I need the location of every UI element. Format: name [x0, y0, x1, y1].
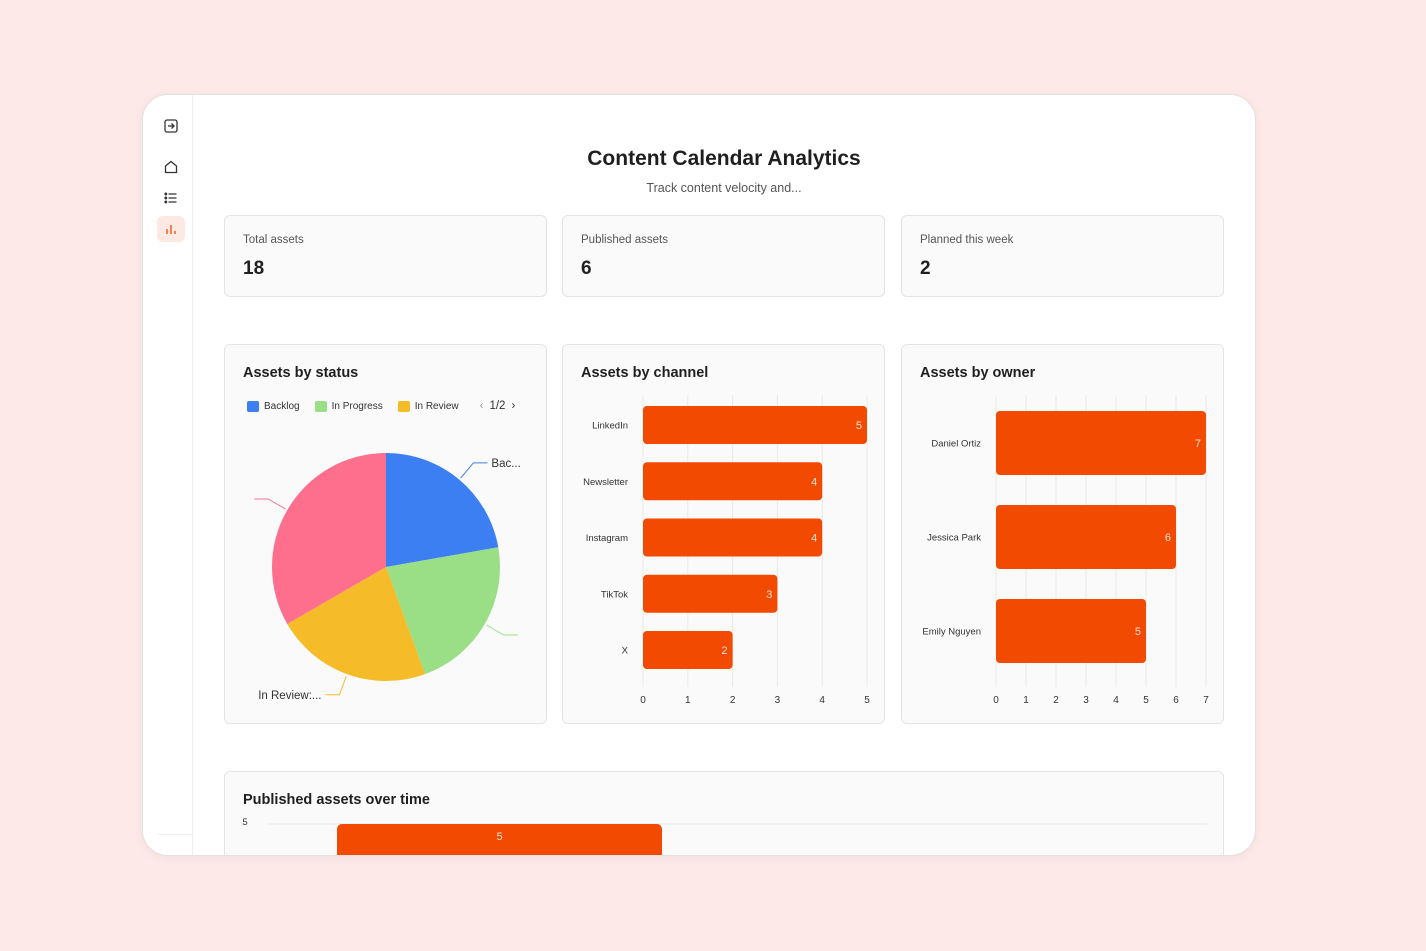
chevron-right-icon[interactable]: ›: [511, 400, 516, 412]
bar-value-label: 5: [856, 420, 862, 432]
y-category-label: Jessica Park: [927, 533, 981, 544]
page-title: Content Calendar Analytics: [587, 147, 861, 170]
legend-item[interactable]: In Progress: [314, 400, 383, 412]
bar-value-label: 5: [496, 831, 502, 843]
pie-slice: [287, 567, 425, 681]
sidebar-divider: [157, 834, 192, 835]
bar: [643, 574, 778, 613]
stat-value: 2: [920, 258, 931, 279]
legend-swatch: [397, 400, 410, 412]
list-icon[interactable]: [157, 185, 185, 211]
pie-slice: [272, 453, 386, 624]
card-title: Assets by channel: [581, 365, 709, 381]
card-title: Assets by owner: [920, 365, 1036, 381]
bar-value-label: 6: [1165, 532, 1171, 544]
x-tick-label: 4: [1113, 695, 1119, 706]
legend-item[interactable]: In Review: [397, 400, 459, 412]
pie-slice-label: In Review:...: [258, 690, 321, 702]
x-tick-label: 0: [640, 695, 646, 706]
x-tick-label: 1: [685, 695, 691, 706]
bar-value-label: 4: [811, 533, 817, 545]
page-subtitle: Track content velocity and...: [646, 181, 802, 195]
sidebar: [143, 95, 193, 855]
x-tick-label: 3: [1083, 695, 1089, 706]
stat-label: Total assets: [243, 234, 304, 246]
main-content: Content Calendar Analytics Track content…: [193, 95, 1255, 855]
bar: [996, 411, 1206, 475]
card-title: Published assets over time: [243, 792, 430, 808]
owner-chart-card: Assets by owner 0 1 2 3 4 5 6 7 Daniel Ortiz 7 Jes…: [901, 344, 1224, 724]
bar: [996, 505, 1176, 569]
x-tick-label: 4: [819, 695, 825, 706]
time-bar-chart: 55: [242, 817, 1207, 855]
x-tick-label: 7: [1203, 695, 1209, 706]
pie-slice-label: Bac...: [491, 458, 520, 470]
stat-value: 6: [581, 258, 592, 279]
stat-label: Published assets: [581, 234, 668, 246]
legend-page: 1/2: [489, 400, 506, 412]
legend-label: In Review: [414, 400, 459, 412]
legend-swatch: [314, 400, 327, 412]
channel-chart-card: Assets by channel 0 1 2 3 4 5 LinkedIn 5 Newslet…: [562, 344, 885, 724]
legend-label: Backlog: [264, 400, 300, 412]
owner-bar-chart: 0 1 2 3 4 5 6 7 Daniel Ortiz 7 Jessica Park 6 Emily …: [922, 395, 1209, 706]
legend-label: In Progress: [331, 400, 383, 412]
bar: [996, 599, 1146, 663]
y-category-label: Newsletter: [583, 477, 628, 488]
bar-value-label: 7: [1195, 438, 1201, 450]
y-category-label: Instagram: [586, 533, 628, 544]
y-category-label: Emily Nguyen: [922, 627, 981, 638]
x-tick-label: 1: [1023, 695, 1029, 706]
stat-value: 18: [243, 258, 265, 279]
y-category-label: TikTok: [601, 589, 628, 600]
stat-label: Planned this week: [920, 234, 1014, 246]
y-category-label: Daniel Ortiz: [931, 439, 981, 450]
bar: [337, 824, 662, 855]
bar-value-label: 5: [1135, 626, 1141, 638]
pie-slice: [386, 453, 499, 567]
x-tick-label: 5: [1143, 695, 1149, 706]
stat-card-total: Total assets 18: [224, 215, 547, 297]
pie-leader-line: [486, 624, 518, 636]
pie-slice: [386, 547, 500, 675]
stat-card-planned: Planned this week 2: [901, 215, 1224, 297]
home-icon[interactable]: [157, 154, 185, 180]
channel-bar-chart: 0 1 2 3 4 5 LinkedIn 5 Newsletter 4 Instagram 4 TikT…: [583, 395, 870, 706]
panel-toggle-icon[interactable]: [157, 113, 185, 139]
bar: [643, 406, 867, 444]
bar-chart-icon[interactable]: [157, 216, 185, 242]
bar-value-label: 2: [721, 645, 727, 657]
pie-leader-line: [325, 675, 347, 696]
legend-item[interactable]: Backlog: [247, 400, 300, 412]
chart-legend: Backlog In Progress In Review ‹ 1/2 ›: [247, 400, 521, 412]
app-window: Content Calendar Analytics Track content…: [142, 94, 1256, 856]
y-category-label: X: [622, 646, 629, 657]
x-tick-label: 5: [864, 695, 870, 706]
bar: [643, 518, 823, 557]
x-tick-label: 2: [730, 695, 736, 706]
bar: [643, 631, 733, 669]
chevron-left-icon[interactable]: ‹: [479, 400, 484, 412]
status-chart-card: Assets by status Backlog In Progress In …: [224, 344, 547, 724]
pie-leader-line: [254, 498, 286, 510]
bar: [643, 462, 823, 501]
card-title: Assets by status: [243, 365, 359, 381]
status-pie-chart: Bac... In Review:...: [254, 453, 521, 702]
pie-leader-line: [460, 462, 488, 479]
y-category-label: LinkedIn: [592, 421, 628, 432]
legend-swatch: [247, 400, 259, 412]
x-tick-label: 0: [993, 695, 999, 706]
x-tick-label: 6: [1173, 695, 1179, 706]
stat-card-published: Published assets 6: [562, 215, 885, 297]
y-tick-label: 5: [242, 817, 247, 828]
bar-value-label: 3: [766, 589, 772, 601]
bar-value-label: 4: [811, 476, 817, 488]
legend-pagination: ‹ 1/2 ›: [474, 400, 522, 412]
x-tick-label: 2: [1053, 695, 1059, 706]
x-tick-label: 3: [775, 695, 781, 706]
